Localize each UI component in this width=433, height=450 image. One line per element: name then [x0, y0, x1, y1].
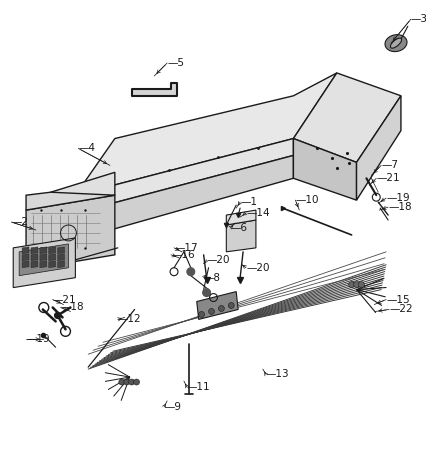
- Polygon shape: [294, 73, 401, 162]
- Circle shape: [359, 282, 365, 288]
- Polygon shape: [49, 247, 56, 254]
- Text: —7: —7: [381, 160, 398, 171]
- Circle shape: [228, 302, 234, 309]
- Text: —16: —16: [171, 250, 195, 260]
- Polygon shape: [40, 261, 47, 268]
- Text: —3: —3: [411, 14, 428, 24]
- Text: —10: —10: [295, 195, 319, 205]
- Polygon shape: [385, 35, 407, 52]
- Text: —15: —15: [386, 295, 410, 305]
- Polygon shape: [31, 247, 38, 254]
- Polygon shape: [22, 254, 29, 261]
- Text: —12: —12: [118, 315, 142, 324]
- Text: —11: —11: [187, 382, 210, 392]
- Polygon shape: [31, 261, 38, 268]
- Polygon shape: [75, 139, 294, 213]
- Circle shape: [209, 309, 214, 315]
- Polygon shape: [26, 192, 115, 210]
- Text: —4: —4: [78, 144, 95, 153]
- Polygon shape: [22, 261, 29, 268]
- Text: —19: —19: [386, 193, 410, 203]
- Circle shape: [134, 379, 139, 385]
- Circle shape: [349, 282, 355, 288]
- Text: —20: —20: [246, 263, 270, 273]
- Polygon shape: [31, 254, 38, 261]
- Text: —6: —6: [230, 223, 247, 233]
- Polygon shape: [49, 261, 56, 268]
- Text: —18: —18: [388, 202, 412, 212]
- Polygon shape: [132, 83, 177, 96]
- Circle shape: [124, 379, 129, 385]
- Polygon shape: [58, 247, 65, 254]
- Circle shape: [129, 379, 135, 385]
- Polygon shape: [356, 96, 401, 200]
- Text: —17: —17: [174, 243, 197, 253]
- Polygon shape: [294, 139, 356, 200]
- Circle shape: [354, 282, 359, 288]
- Polygon shape: [26, 195, 115, 270]
- Text: —9: —9: [164, 402, 181, 412]
- Text: —20: —20: [207, 255, 230, 265]
- Polygon shape: [13, 238, 75, 288]
- Circle shape: [55, 312, 61, 319]
- Text: —22: —22: [389, 305, 413, 315]
- Polygon shape: [75, 73, 337, 195]
- Polygon shape: [226, 210, 256, 225]
- Circle shape: [199, 311, 205, 317]
- Polygon shape: [75, 155, 294, 240]
- Circle shape: [187, 268, 195, 276]
- Text: —21: —21: [53, 295, 76, 305]
- Text: —1: —1: [240, 197, 257, 207]
- Text: —14: —14: [246, 208, 270, 218]
- Polygon shape: [58, 254, 65, 261]
- Text: —19: —19: [26, 334, 50, 344]
- Polygon shape: [197, 292, 238, 320]
- Circle shape: [203, 288, 210, 297]
- Polygon shape: [226, 220, 256, 252]
- Text: —8: —8: [204, 273, 221, 283]
- Circle shape: [218, 306, 224, 311]
- Polygon shape: [22, 247, 29, 254]
- Text: —5: —5: [167, 58, 184, 68]
- Polygon shape: [40, 254, 47, 261]
- Polygon shape: [49, 254, 56, 261]
- Polygon shape: [19, 244, 68, 276]
- Ellipse shape: [391, 38, 402, 48]
- Text: —18: —18: [61, 302, 84, 312]
- Circle shape: [119, 379, 125, 385]
- Polygon shape: [51, 172, 115, 215]
- Text: —21: —21: [376, 173, 400, 183]
- Polygon shape: [58, 261, 65, 268]
- Polygon shape: [40, 247, 47, 254]
- Text: —2: —2: [11, 217, 28, 227]
- Text: —13: —13: [266, 369, 289, 379]
